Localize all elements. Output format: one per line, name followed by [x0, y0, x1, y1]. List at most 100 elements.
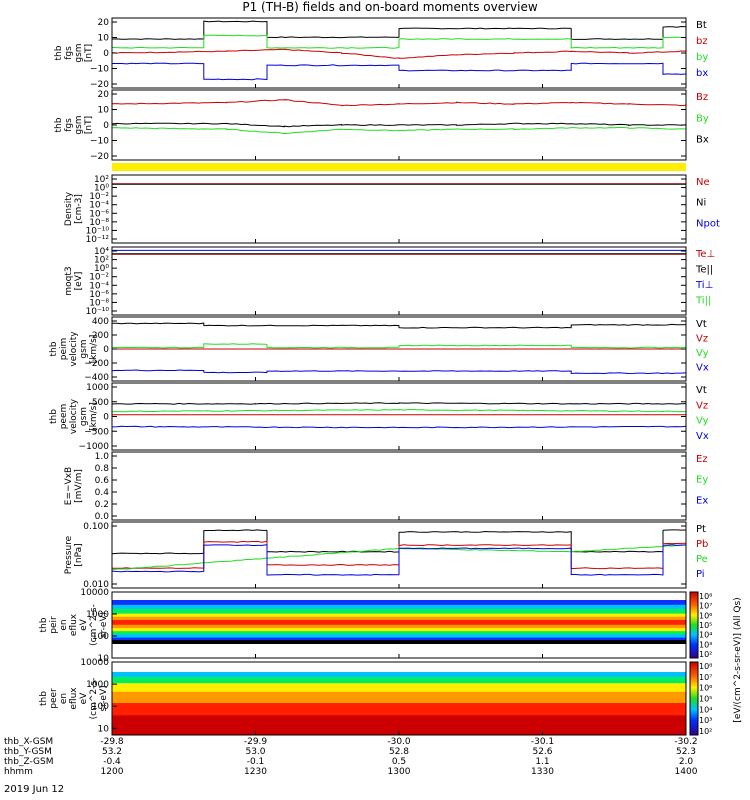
y-axis-label: fgs	[64, 118, 74, 132]
x-tick-label: 1230	[244, 767, 267, 777]
y-tick-label: −200	[84, 359, 109, 369]
y-axis-label: Density	[64, 191, 74, 226]
y-axis-label: moqt3	[64, 266, 74, 295]
colorbar-label: 10³	[699, 716, 712, 725]
y-tick-label: 10000	[80, 588, 109, 598]
y-tick-label: 500	[92, 398, 109, 408]
y-tick-label: −1000	[79, 442, 110, 452]
y-axis-label: [nPa]	[74, 543, 84, 566]
x-tick-label: 1300	[388, 767, 411, 777]
y-tick-label: 10⁻¹⁰	[86, 307, 110, 317]
legend-entry: By	[696, 113, 709, 124]
y-axis-label: eflux	[69, 613, 79, 636]
y-tick-label: 0.8	[95, 464, 110, 474]
spectrogram-band	[112, 691, 686, 704]
legend-entry: Vy	[696, 416, 709, 427]
series-line-vx	[111, 369, 687, 375]
colorbar-label: 10⁸	[699, 592, 712, 601]
panel-frame	[111, 174, 687, 244]
y-axis-label: velocity	[69, 398, 79, 434]
y-tick-label: 1.0	[95, 452, 110, 462]
legend-entry: Vz	[696, 400, 708, 411]
legend-entry: Ne	[696, 177, 710, 188]
y-tick-label: 1000	[86, 610, 109, 620]
colorbar-label: 10³	[699, 640, 712, 649]
y-axis-label: E=−VxB	[64, 467, 74, 505]
y-axis-label: [nT]	[84, 116, 94, 134]
series-line-vt	[111, 322, 687, 329]
legend-entry: Te||	[695, 265, 713, 276]
y-tick-label: 10⁻²	[89, 192, 109, 202]
series-line-vx	[111, 425, 687, 429]
y-tick-label: 20	[98, 90, 110, 100]
spectrogram-band	[112, 608, 686, 615]
y-tick-label: 0	[103, 121, 109, 131]
x-tick-label: -29.9	[244, 737, 268, 747]
panel-frame	[111, 246, 687, 316]
legend-entry: bz	[696, 36, 708, 47]
y-axis-label: [nT]	[84, 44, 94, 62]
series-line-vy	[111, 409, 687, 413]
spectrogram-band	[112, 715, 686, 735]
x-tick-label: -0.4	[103, 757, 121, 767]
x-tick-label: 1.1	[535, 757, 549, 767]
y-axis-label: gsm	[74, 115, 84, 134]
legend-entry: Ex	[696, 495, 708, 506]
x-tick-label: 2.0	[679, 757, 694, 767]
x-row-label: thb_Y-GSM	[4, 747, 52, 757]
series-line-bz	[111, 99, 687, 107]
legend-entry: Npot	[696, 218, 720, 229]
y-tick-label: 400	[92, 317, 109, 327]
x-row-label: thb_Z-GSM	[4, 757, 53, 767]
y-axis-label: thb	[54, 45, 64, 60]
x-tick-label: -30.2	[674, 737, 697, 747]
series-line-bz	[111, 48, 687, 59]
y-tick-label: 10	[98, 34, 110, 44]
colorbar-label: 10⁶	[699, 684, 712, 693]
y-tick-label: 10000	[80, 658, 109, 668]
y-tick-label: 10⁻⁴	[89, 281, 109, 291]
legend-entry: Vt	[696, 385, 707, 396]
y-tick-label: 0.010	[83, 580, 109, 590]
y-axis-label: sr-eV)	[99, 685, 109, 711]
y-tick-label: 10⁻⁶	[89, 209, 109, 219]
y-tick-label: 100	[92, 632, 109, 642]
series-line-pi	[111, 544, 686, 576]
spectrogram-band	[112, 600, 686, 606]
legend-entry: Vz	[696, 334, 708, 345]
legend-entry: Vy	[696, 348, 709, 359]
y-axis-label: en	[59, 693, 69, 704]
y-axis-label: thb	[39, 617, 49, 632]
spectrogram-band	[112, 683, 686, 693]
plot-title: P1 (TH-B) fields and on-board moments ov…	[242, 0, 538, 14]
legend-entry: by	[696, 52, 708, 63]
y-axis-label: thb	[49, 341, 59, 356]
y-tick-label: 10	[98, 654, 110, 664]
spectrogram-band	[112, 672, 686, 678]
colorbar-label: 10²	[699, 727, 712, 736]
spectrogram-band	[112, 634, 686, 639]
y-axis-label: sr-eV)	[99, 612, 109, 638]
y-tick-label: 0	[103, 345, 109, 355]
legend-entry: Vx	[696, 431, 709, 442]
legend-entry: Te⊥	[695, 249, 715, 260]
y-axis-label: peer	[49, 688, 59, 709]
spectrogram-band	[112, 616, 686, 621]
colorbar	[689, 591, 699, 659]
y-axis-label: (cm^2-s-	[89, 604, 99, 646]
panel-frame	[111, 382, 687, 451]
x-tick-label: 1400	[675, 767, 698, 777]
y-tick-label: 1000	[86, 383, 109, 393]
y-axis-label: velocity	[69, 331, 79, 367]
panel-frame	[111, 451, 687, 521]
y-tick-label: −10	[90, 137, 109, 147]
y-axis-label: [km/s]	[89, 335, 99, 364]
colorbar-label: 10²	[699, 650, 712, 659]
series-line-by	[111, 34, 687, 49]
y-tick-label: 10⁻⁸	[89, 218, 109, 228]
y-tick-label: 0.2	[95, 500, 109, 510]
legend-entry: Bt	[696, 20, 707, 31]
x-tick-label: 1200	[101, 767, 124, 777]
x-row-label: thb_X-GSM	[4, 737, 53, 747]
y-tick-label: −20	[90, 152, 109, 162]
